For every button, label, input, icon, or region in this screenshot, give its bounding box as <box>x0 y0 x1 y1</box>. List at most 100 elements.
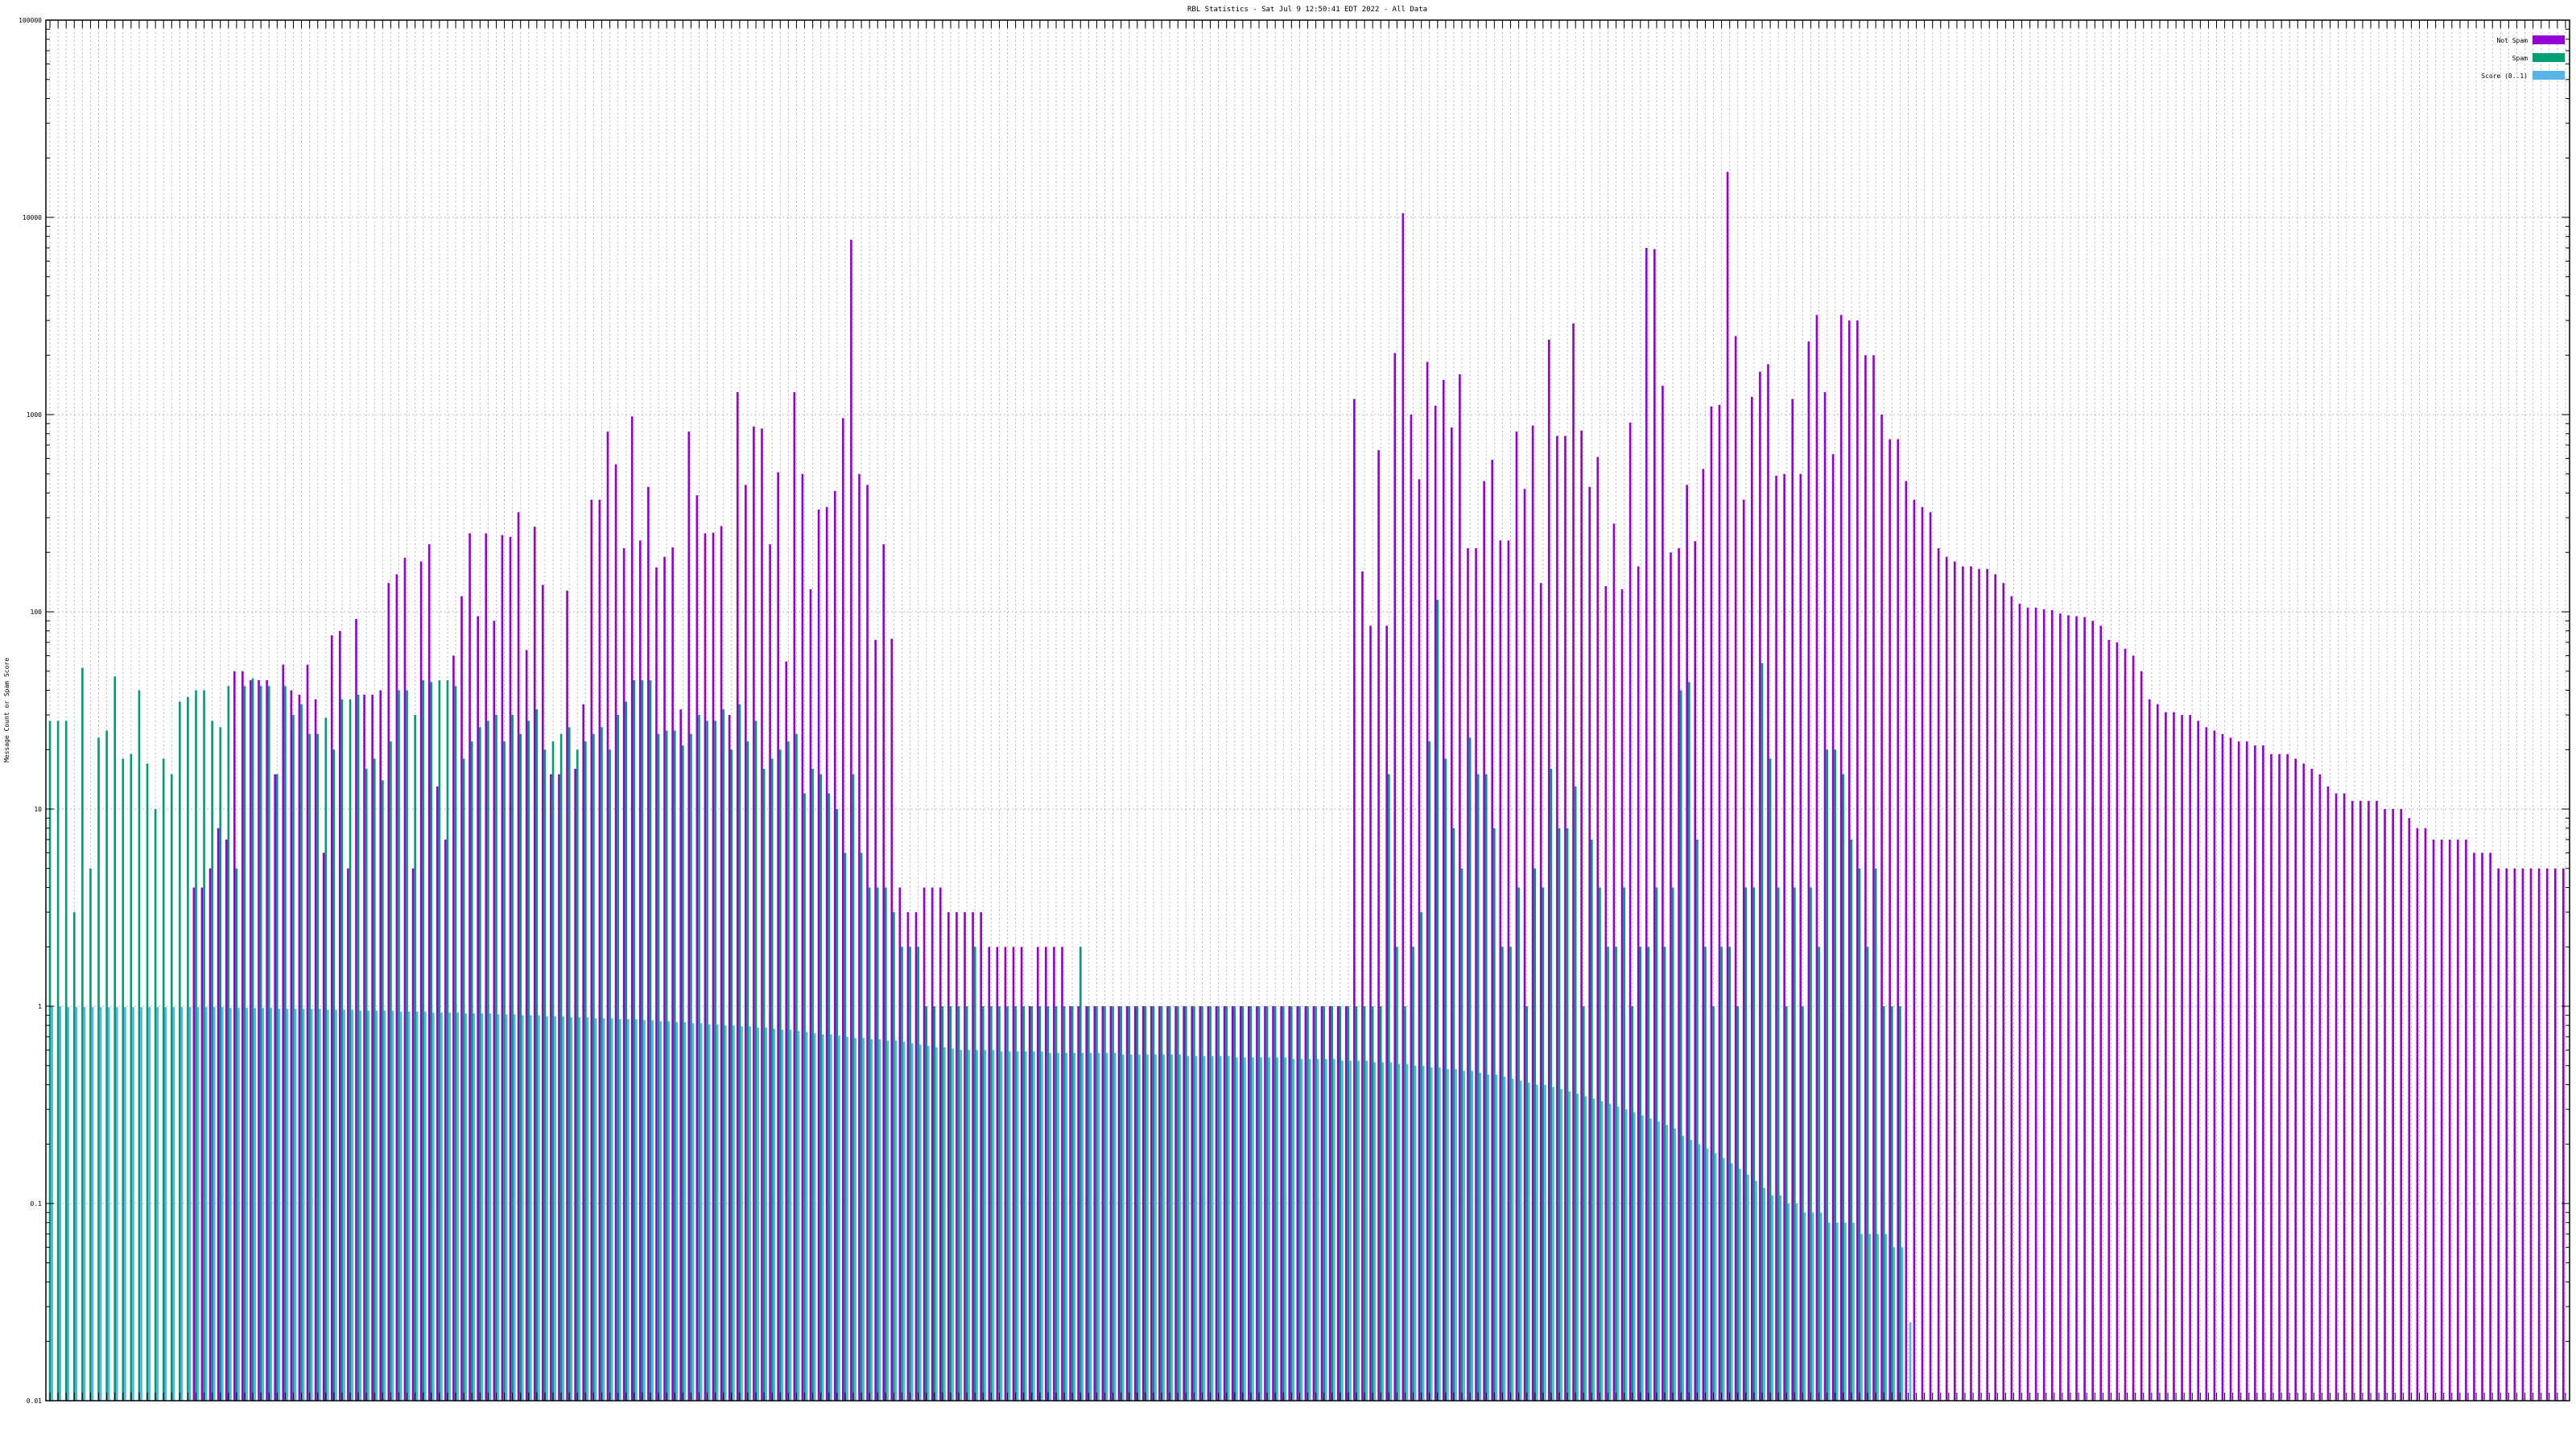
spam-bar <box>349 699 352 1401</box>
spam-bar <box>1574 786 1577 1401</box>
score-bar <box>1787 1203 1790 1401</box>
score-bar <box>1439 1067 1441 1401</box>
not-spam-bar <box>2294 758 2297 1401</box>
not-spam-bar <box>2050 609 2054 1401</box>
score-bar <box>335 1009 337 1401</box>
not-spam-bar <box>485 533 488 1402</box>
spam-bar <box>1184 1006 1187 1401</box>
score-bar <box>1033 1051 1035 1401</box>
spam-bar <box>770 758 774 1401</box>
spam-bar <box>64 720 68 1401</box>
score-bar <box>1170 1054 1174 1401</box>
spam-bar <box>430 682 433 1401</box>
spam-bar <box>1842 774 1845 1401</box>
score-bar <box>1284 1057 1287 1401</box>
spam-bar <box>470 741 473 1401</box>
spam-bar <box>698 715 700 1401</box>
spam-bar <box>957 1006 960 1401</box>
not-spam-bar <box>1280 1006 1282 1401</box>
score-bar <box>1722 1158 1725 1401</box>
spam-bar <box>1468 737 1472 1401</box>
legend-label: Not Spam <box>2496 37 2528 44</box>
not-spam-bar <box>1694 541 1697 1402</box>
spam-bar <box>114 676 116 1401</box>
not-spam-bar <box>777 472 779 1402</box>
not-spam-bar <box>1133 1006 1137 1401</box>
not-spam-bar <box>1320 1006 1323 1401</box>
not-spam-bar <box>282 664 285 1401</box>
not-spam-bar <box>2067 615 2070 1401</box>
not-spam-bar <box>2262 745 2264 1401</box>
score-bar <box>1447 1069 1449 1401</box>
score-bar <box>952 1048 954 1401</box>
score-bar <box>1316 1059 1319 1401</box>
spam-bar <box>1890 1006 1893 1401</box>
not-spam-bar <box>1166 1006 1169 1401</box>
spam-bar <box>714 720 716 1401</box>
not-spam-bar <box>298 694 301 1401</box>
score-bar <box>1852 1222 1855 1401</box>
spam-bar <box>844 852 847 1401</box>
spam-bar <box>1802 1006 1804 1401</box>
not-spam-bar <box>1174 1006 1177 1401</box>
score-bar <box>546 1016 548 1401</box>
score-bar <box>1503 1076 1506 1401</box>
score-bar <box>1860 1233 1863 1401</box>
score-bar <box>1511 1078 1514 1401</box>
spam-bar <box>1704 947 1707 1401</box>
grid-layer <box>46 19 2570 1402</box>
score-bar <box>992 1050 995 1401</box>
not-spam-bar <box>2302 763 2306 1401</box>
score-bar <box>1666 1125 1668 1401</box>
not-spam-bar <box>614 464 617 1402</box>
spam-bar <box>1193 1006 1195 1401</box>
score-bar <box>448 1012 451 1401</box>
not-spam-bar <box>850 239 852 1401</box>
spam-bar <box>803 793 806 1401</box>
spam-bar <box>1323 1006 1325 1401</box>
spam-bar <box>965 1006 968 1401</box>
spam-bar <box>1460 868 1463 1401</box>
not-spam-bar <box>1093 1006 1096 1401</box>
not-spam-bar <box>1929 512 1932 1401</box>
not-spam-bar <box>566 590 568 1401</box>
not-spam-bar <box>704 533 707 1402</box>
spam-bar <box>1144 1006 1147 1401</box>
not-spam-bar <box>1207 1006 1210 1401</box>
spam-bar <box>657 733 660 1401</box>
score-bar <box>229 1008 232 1401</box>
score-bar <box>1779 1195 1782 1401</box>
score-bar <box>115 1007 118 1401</box>
not-spam-bar <box>242 671 244 1401</box>
not-spam-bar <box>1304 1006 1307 1401</box>
score-bar <box>1016 1051 1019 1401</box>
spam-bar <box>901 947 903 1401</box>
spam-bar <box>762 768 766 1401</box>
score-bar <box>1121 1054 1125 1401</box>
score-bar <box>1674 1128 1677 1401</box>
score-bar <box>968 1050 971 1401</box>
score-bar <box>1049 1052 1051 1401</box>
score-bar <box>1747 1174 1749 1401</box>
not-spam-bar <box>1767 364 1769 1401</box>
not-spam-bar <box>1004 947 1007 1401</box>
not-spam-bar <box>590 499 593 1402</box>
spam-bar <box>324 717 328 1401</box>
score-bar <box>1041 1051 1043 1401</box>
not-spam-bar <box>956 912 958 1401</box>
score-bar <box>910 1042 914 1401</box>
spam-bar <box>1866 947 1869 1401</box>
score-bar <box>805 1032 808 1401</box>
spam-bar <box>1769 758 1772 1401</box>
spam-bar <box>722 709 725 1401</box>
score-bar <box>91 1007 94 1401</box>
not-spam-bar <box>882 544 886 1401</box>
not-spam-bar <box>1872 355 1875 1401</box>
not-spam-bar <box>469 533 471 1402</box>
score-bar <box>1471 1071 1474 1401</box>
not-spam-bar <box>2384 809 2386 1401</box>
spam-bar <box>1241 1006 1245 1401</box>
not-spam-bar <box>1223 1006 1226 1401</box>
spam-bar <box>649 679 652 1401</box>
not-spam-bar <box>217 828 220 1401</box>
